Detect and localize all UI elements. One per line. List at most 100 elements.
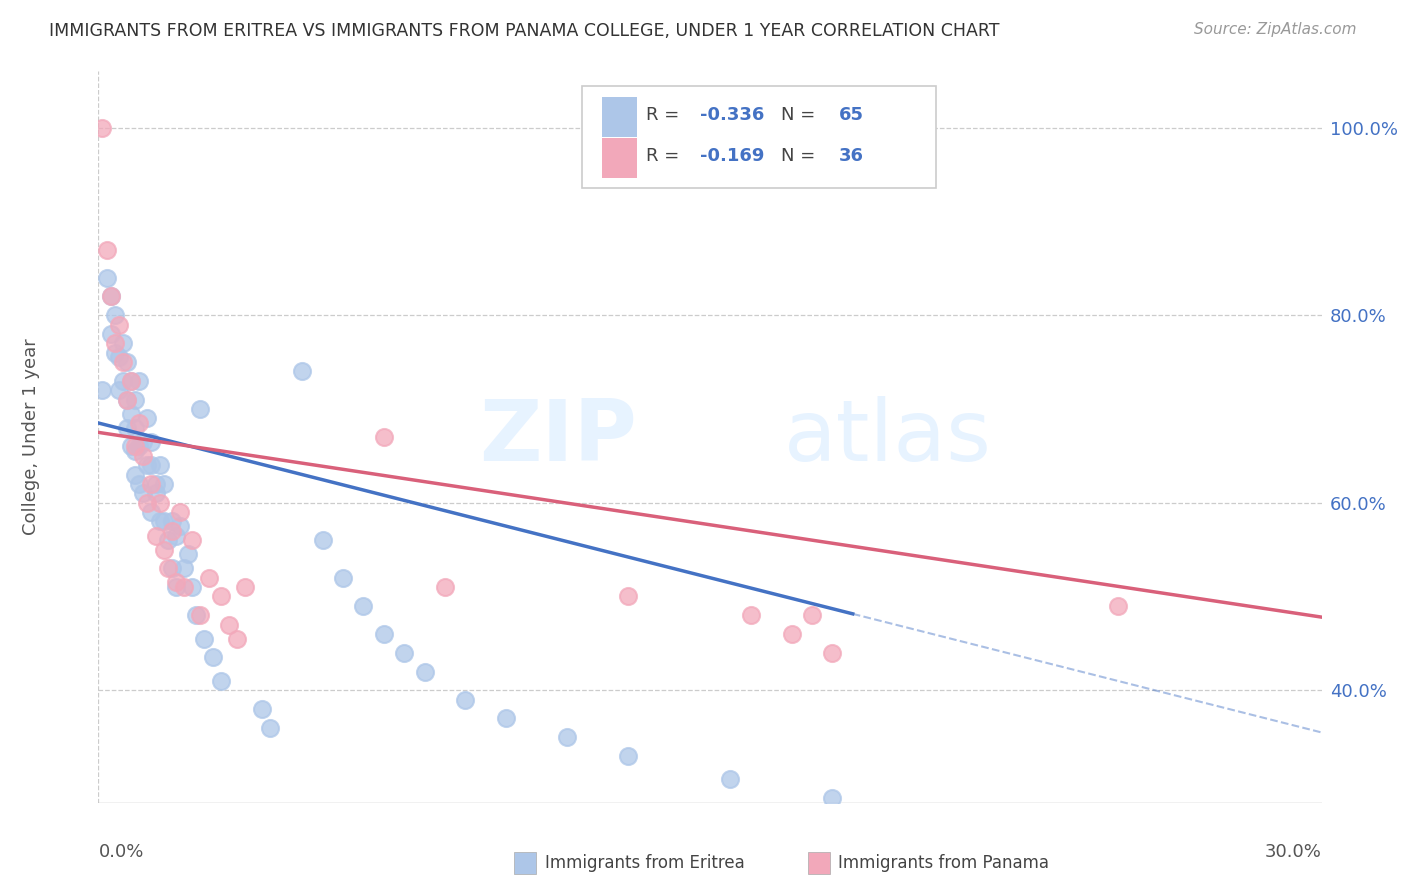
Text: -0.336: -0.336	[700, 106, 765, 124]
Point	[124, 392, 146, 407]
Point	[124, 420, 146, 434]
Point	[352, 599, 374, 613]
Point	[128, 374, 150, 388]
Point	[132, 434, 155, 449]
Point	[120, 374, 142, 388]
Point	[128, 416, 150, 430]
Point	[141, 458, 163, 473]
Text: ZIP: ZIP	[479, 395, 637, 479]
Point	[392, 646, 416, 660]
Point	[181, 533, 204, 548]
Point	[160, 515, 183, 529]
Point	[141, 505, 163, 519]
Point	[250, 702, 273, 716]
Point	[120, 440, 142, 454]
Point	[557, 730, 579, 744]
Point	[120, 374, 142, 388]
Point	[169, 505, 191, 519]
Point	[132, 486, 155, 500]
Point	[173, 561, 195, 575]
Point	[617, 748, 640, 763]
Point	[96, 270, 118, 285]
Point	[108, 383, 131, 397]
Point	[149, 515, 172, 529]
Point	[128, 477, 150, 491]
Point	[291, 364, 314, 378]
Point	[124, 467, 146, 482]
Point	[156, 561, 179, 575]
Point	[312, 533, 335, 548]
Point	[111, 374, 134, 388]
Text: 65: 65	[838, 106, 863, 124]
Point	[100, 289, 122, 303]
Point	[124, 444, 146, 458]
Point	[152, 515, 174, 529]
Point	[181, 580, 204, 594]
Point	[136, 458, 159, 473]
Point	[209, 673, 232, 688]
Point	[821, 646, 844, 660]
Text: atlas: atlas	[783, 395, 991, 479]
Point	[801, 608, 824, 623]
Point	[209, 590, 232, 604]
Point	[104, 336, 127, 351]
Text: 0.0%: 0.0%	[98, 843, 143, 861]
Point	[91, 383, 114, 397]
Point	[115, 392, 138, 407]
Point	[132, 449, 155, 463]
Point	[259, 721, 281, 735]
Text: College, Under 1 year: College, Under 1 year	[22, 339, 41, 535]
Point	[96, 243, 118, 257]
Point	[177, 547, 200, 561]
Point	[128, 440, 150, 454]
Text: 36: 36	[838, 147, 863, 165]
Point	[115, 392, 138, 407]
Text: Source: ZipAtlas.com: Source: ZipAtlas.com	[1194, 22, 1357, 37]
Point	[186, 608, 208, 623]
Point	[156, 533, 179, 548]
Point	[160, 524, 183, 538]
Point	[104, 308, 127, 322]
Text: -0.169: -0.169	[700, 147, 765, 165]
Point	[617, 590, 640, 604]
Point	[136, 496, 159, 510]
Point	[233, 580, 256, 594]
Point	[821, 791, 844, 805]
Point	[160, 561, 183, 575]
Point	[413, 665, 436, 679]
Point	[165, 580, 187, 594]
Point	[454, 692, 477, 706]
Point	[188, 608, 212, 623]
Point	[124, 440, 146, 454]
Point	[145, 477, 167, 491]
Text: IMMIGRANTS FROM ERITREA VS IMMIGRANTS FROM PANAMA COLLEGE, UNDER 1 YEAR CORRELAT: IMMIGRANTS FROM ERITREA VS IMMIGRANTS FR…	[49, 22, 1000, 40]
Point	[108, 318, 131, 332]
Bar	[808, 852, 830, 874]
Point	[91, 120, 114, 135]
Point	[434, 580, 457, 594]
Point	[100, 289, 122, 303]
Point	[145, 528, 167, 542]
Point	[193, 632, 215, 646]
Point	[720, 772, 742, 787]
Point	[173, 580, 195, 594]
Text: R =: R =	[647, 106, 685, 124]
Point	[120, 407, 142, 421]
Point	[197, 571, 219, 585]
Point	[115, 420, 138, 434]
Point	[141, 434, 163, 449]
Point	[100, 326, 122, 341]
Point	[145, 486, 167, 500]
Point	[226, 632, 249, 646]
Point	[188, 401, 212, 416]
Point	[152, 542, 174, 557]
Point	[165, 575, 187, 590]
Bar	[602, 97, 637, 137]
Point	[218, 617, 240, 632]
Point	[740, 608, 762, 623]
Point	[373, 430, 395, 444]
Point	[169, 519, 191, 533]
Point	[111, 336, 134, 351]
Bar	[602, 138, 637, 178]
Point	[165, 528, 187, 542]
